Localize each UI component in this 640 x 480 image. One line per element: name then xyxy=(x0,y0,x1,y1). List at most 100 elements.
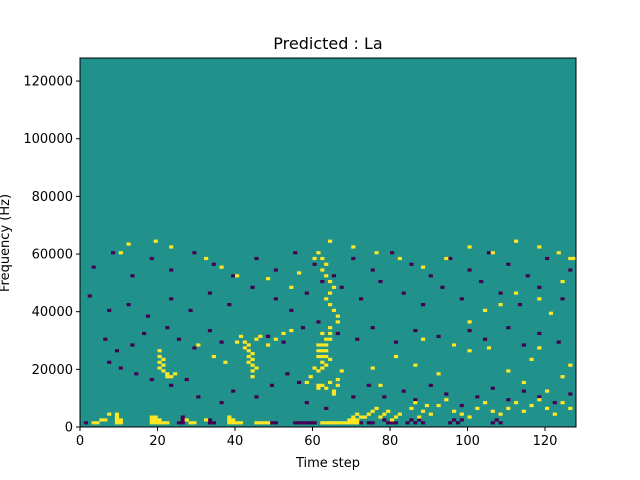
x-axis-ticks: 0 20 40 60 80 100 120 xyxy=(76,427,557,449)
chart-title: Predicted : La xyxy=(273,34,382,53)
heatmap-cell-low xyxy=(320,279,325,284)
heatmap-cell-low xyxy=(568,392,573,396)
heatmap-cell-low xyxy=(440,285,445,289)
heatmap-cell-low xyxy=(560,297,565,301)
heatmap-cell-low xyxy=(413,421,418,425)
heatmap-cell-high xyxy=(324,343,329,347)
x-tick-label: 100 xyxy=(455,434,480,449)
heatmap-cell-high xyxy=(219,265,224,269)
heatmap-cell-low xyxy=(409,262,414,266)
heatmap-cell-low xyxy=(169,268,174,272)
heatmap-cell-high xyxy=(157,366,162,370)
heatmap-cell-low xyxy=(448,421,453,425)
heatmap-cell-high xyxy=(545,406,550,410)
heatmap-cell-low xyxy=(273,268,278,272)
heatmap-cell-high xyxy=(114,412,120,416)
heatmap-cell-high xyxy=(498,303,503,307)
y-axis-label: Frequency (Hz) xyxy=(0,194,13,292)
heatmap-cell-high xyxy=(227,418,232,422)
heatmap-cell-high xyxy=(537,245,542,249)
heatmap-cell-high xyxy=(223,360,228,364)
heatmap-cell-high xyxy=(266,343,271,347)
heatmap-cell-low xyxy=(393,421,399,425)
heatmap-cell-low xyxy=(130,274,135,278)
heatmap-cell-low xyxy=(393,340,399,344)
heatmap-cell-low xyxy=(494,418,499,422)
heatmap-cell-high xyxy=(188,421,193,425)
heatmap-cell-low xyxy=(130,343,135,347)
heatmap-cell-low xyxy=(134,372,139,376)
heatmap-cell-high xyxy=(324,274,329,278)
heatmap-cell-low xyxy=(285,372,290,376)
heatmap-cell-low xyxy=(231,274,236,278)
heatmap-cell-low xyxy=(192,346,197,350)
heatmap-cell-high xyxy=(545,389,550,393)
heatmap-cell-high xyxy=(393,354,399,359)
heatmap-cell-high xyxy=(258,421,263,425)
heatmap-cell-low xyxy=(382,418,387,422)
heatmap-cell-high xyxy=(428,412,433,416)
heatmap-cell-high xyxy=(374,251,379,255)
heatmap-cell-low xyxy=(459,403,464,408)
heatmap-cell-low xyxy=(312,262,317,266)
heatmap-cell-high xyxy=(165,421,170,425)
heatmap-cell-low xyxy=(428,274,433,278)
heatmap-cell-low xyxy=(339,285,344,289)
heatmap-cell-high xyxy=(273,337,278,341)
heatmap-cell-low xyxy=(506,262,511,266)
heatmap-cell-high xyxy=(324,363,329,367)
heatmap-cell-high xyxy=(114,421,120,425)
heatmap-cell-low xyxy=(331,274,337,278)
heatmap-cell-low xyxy=(545,256,550,261)
heatmap-cell-high xyxy=(351,421,356,425)
heatmap-cell-high xyxy=(514,401,519,405)
heatmap-cell-high xyxy=(316,349,321,353)
heatmap-cell-low xyxy=(107,308,112,312)
heatmap-cell-high xyxy=(297,271,302,275)
heatmap-cell-high xyxy=(266,277,271,281)
heatmap-cell-low xyxy=(324,406,329,410)
x-tick-label: 80 xyxy=(382,434,399,449)
heatmap-cell-high xyxy=(258,334,263,338)
heatmap-cell-high xyxy=(498,412,503,416)
heatmap-cell-high xyxy=(413,363,418,367)
heatmap-cell-high xyxy=(153,418,158,422)
heatmap-cell-high xyxy=(359,415,364,419)
heatmap-cell-high xyxy=(304,380,309,385)
heatmap-cell-high xyxy=(556,251,561,255)
heatmap-cell-high xyxy=(316,354,321,359)
heatmap-cell-high xyxy=(165,372,170,376)
heatmap-cell-low xyxy=(390,421,395,425)
heatmap-cell-high xyxy=(149,421,154,425)
heatmap-cell-low xyxy=(506,398,511,402)
heatmap-cell-low xyxy=(436,334,441,338)
heatmap-cell-high xyxy=(250,352,255,356)
heatmap-cell-high xyxy=(266,421,271,425)
heatmap-cell-low xyxy=(180,421,185,425)
heatmap-cell-high xyxy=(328,279,333,284)
heatmap-cell-low xyxy=(467,328,472,333)
heatmap-cell-high xyxy=(312,366,317,370)
x-tick-label: 40 xyxy=(227,434,244,449)
heatmap-cell-high xyxy=(421,409,426,413)
heatmap-cell-high xyxy=(246,349,251,353)
heatmap-cell-low xyxy=(304,421,309,425)
heatmap-cell-low xyxy=(537,395,542,399)
heatmap-cell-low xyxy=(479,279,484,284)
heatmap-cell-low xyxy=(118,366,123,370)
heatmap-cell-high xyxy=(378,383,383,387)
heatmap-cell-low xyxy=(483,337,488,341)
heatmap-cell-high xyxy=(320,360,325,364)
heatmap-cell-low xyxy=(273,297,278,301)
heatmap-cell-high xyxy=(436,403,441,408)
heatmap-cell-low xyxy=(145,314,151,318)
y-axis-ticks: 0 20000 40000 60000 80000 100000 120000 xyxy=(23,75,80,436)
heatmap-cell-low xyxy=(87,294,92,298)
heatmap-cell-low xyxy=(359,421,364,425)
heatmap-cell-high xyxy=(355,412,360,416)
heatmap-cell-high xyxy=(308,375,313,379)
heatmap-cell-low xyxy=(455,421,461,425)
heatmap-cell-high xyxy=(331,285,337,289)
heatmap-cell-low xyxy=(297,380,302,385)
